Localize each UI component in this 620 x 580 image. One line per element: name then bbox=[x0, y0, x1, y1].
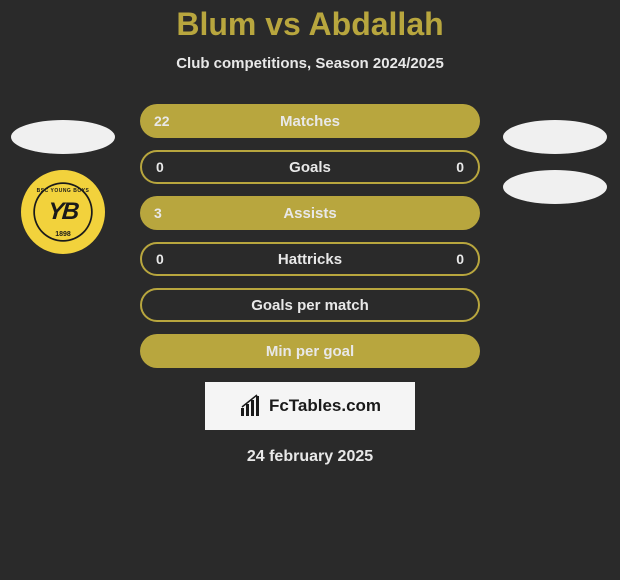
stat-label: Hattricks bbox=[278, 251, 342, 268]
stat-value-left: 3 bbox=[154, 205, 162, 221]
branding-box[interactable]: FcTables.com bbox=[205, 382, 415, 430]
stat-value-right: 0 bbox=[456, 251, 464, 267]
footer-date: 24 february 2025 bbox=[247, 448, 373, 466]
stats-column: 22 Matches 0 Goals 0 3 Assists 0 Hattricks 0 Goals… bbox=[140, 104, 480, 368]
stat-row: Min per goal bbox=[140, 334, 480, 368]
stat-label: Matches bbox=[280, 113, 340, 130]
fctables-logo-icon bbox=[239, 394, 263, 418]
club-badge-year: 1898 bbox=[55, 231, 71, 238]
player-photo-placeholder-right-2 bbox=[503, 170, 607, 204]
stat-row: 0 Hattricks 0 bbox=[140, 242, 480, 276]
stat-label: Goals per match bbox=[251, 297, 369, 314]
stat-value-left: 0 bbox=[156, 159, 164, 175]
stat-value-left: 22 bbox=[154, 113, 170, 129]
player-photo-placeholder-left bbox=[11, 120, 115, 154]
stat-value-right: 0 bbox=[456, 159, 464, 175]
stat-value-left: 0 bbox=[156, 251, 164, 267]
stat-label: Assists bbox=[283, 205, 336, 222]
comparison-card: Blum vs Abdallah Club competitions, Seas… bbox=[0, 0, 620, 580]
stat-label: Min per goal bbox=[266, 343, 354, 360]
branding-text: FcTables.com bbox=[269, 396, 381, 416]
stat-row: 0 Goals 0 bbox=[140, 150, 480, 184]
right-player-column bbox=[500, 120, 610, 204]
stat-row: 22 Matches bbox=[140, 104, 480, 138]
player-photo-placeholder-right-1 bbox=[503, 120, 607, 154]
club-badge-left: BSC YOUNG BOYS YB 1898 bbox=[21, 170, 105, 254]
subtitle: Club competitions, Season 2024/2025 bbox=[176, 55, 444, 72]
stat-row: Goals per match bbox=[140, 288, 480, 322]
page-title: Blum vs Abdallah bbox=[176, 6, 443, 43]
club-badge-org: BSC YOUNG BOYS bbox=[37, 188, 90, 194]
club-badge-initials: YB bbox=[47, 198, 79, 226]
club-badge-inner: BSC YOUNG BOYS YB 1898 bbox=[35, 184, 91, 240]
stat-row: 3 Assists bbox=[140, 196, 480, 230]
left-player-column: BSC YOUNG BOYS YB 1898 bbox=[8, 120, 118, 254]
stat-label: Goals bbox=[289, 159, 331, 176]
